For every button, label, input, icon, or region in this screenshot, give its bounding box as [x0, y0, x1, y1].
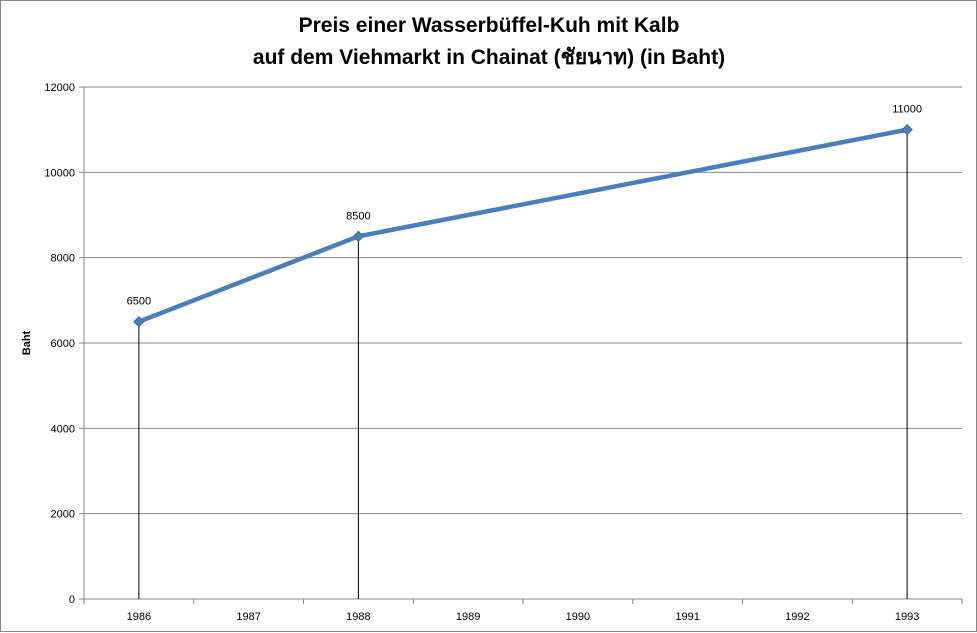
x-tick-label: 1990 — [566, 611, 590, 623]
axes: 0 2000 4000 6000 8000 10000 12000 1986 1987 1988 1… — [44, 82, 963, 623]
chart-title: Preis einer Wasserbüffel-Kuh mit Kalb — [299, 14, 680, 37]
x-tick-label: 1989 — [456, 611, 480, 623]
x-tick-label: 1987 — [236, 611, 260, 623]
y-axis-label: Baht — [21, 330, 33, 355]
y-tick-label: 10000 — [44, 167, 75, 179]
x-tick-label: 1992 — [785, 611, 809, 623]
y-tick-label: 12000 — [44, 82, 75, 94]
data-label: 6500 — [127, 296, 151, 308]
x-tick-label: 1991 — [675, 611, 699, 623]
data-point-marker — [901, 123, 913, 136]
y-tick-label: 4000 — [51, 423, 75, 435]
data-point-marker — [352, 230, 365, 243]
data-label: 8500 — [346, 210, 370, 222]
chart-subtitle: auf dem Viehmarkt in Chainat (ชัยนาท) (i… — [253, 46, 725, 69]
x-tick-label: 1986 — [127, 611, 151, 623]
data-labels: 6500 8500 11000 — [127, 104, 922, 308]
y-tick-label: 2000 — [51, 509, 75, 521]
x-tick-label: 1988 — [346, 611, 370, 623]
series-line — [136, 127, 910, 324]
gridlines — [84, 86, 962, 515]
y-tick-label: 0 — [69, 594, 75, 606]
y-tick-label: 6000 — [51, 338, 75, 350]
data-label: 11000 — [892, 104, 922, 116]
x-tick-label: 1993 — [895, 611, 919, 623]
data-point-marker — [133, 315, 145, 328]
drop-lines — [138, 129, 908, 599]
series-layer — [133, 123, 913, 328]
y-tick-label: 8000 — [51, 253, 75, 265]
